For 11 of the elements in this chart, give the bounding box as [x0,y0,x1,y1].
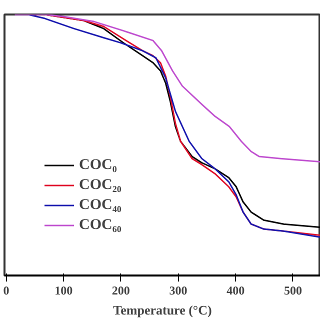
x-tick-label: 500 [284,284,302,298]
legend-label: COC₄₀ [79,196,122,214]
x-tick-label: 0 [3,284,10,298]
x-tick-label: 300 [169,284,188,298]
legend-label: COC₂₀ [79,176,122,194]
x-tick-label: 100 [54,284,73,298]
x-axis-title: Temperature (°C) [113,302,212,318]
legend-label: COC₀ [79,156,117,174]
x-tick-label: 200 [112,284,130,298]
legend-label: COC₆₀ [79,216,122,234]
x-tick-label: 400 [226,284,245,298]
